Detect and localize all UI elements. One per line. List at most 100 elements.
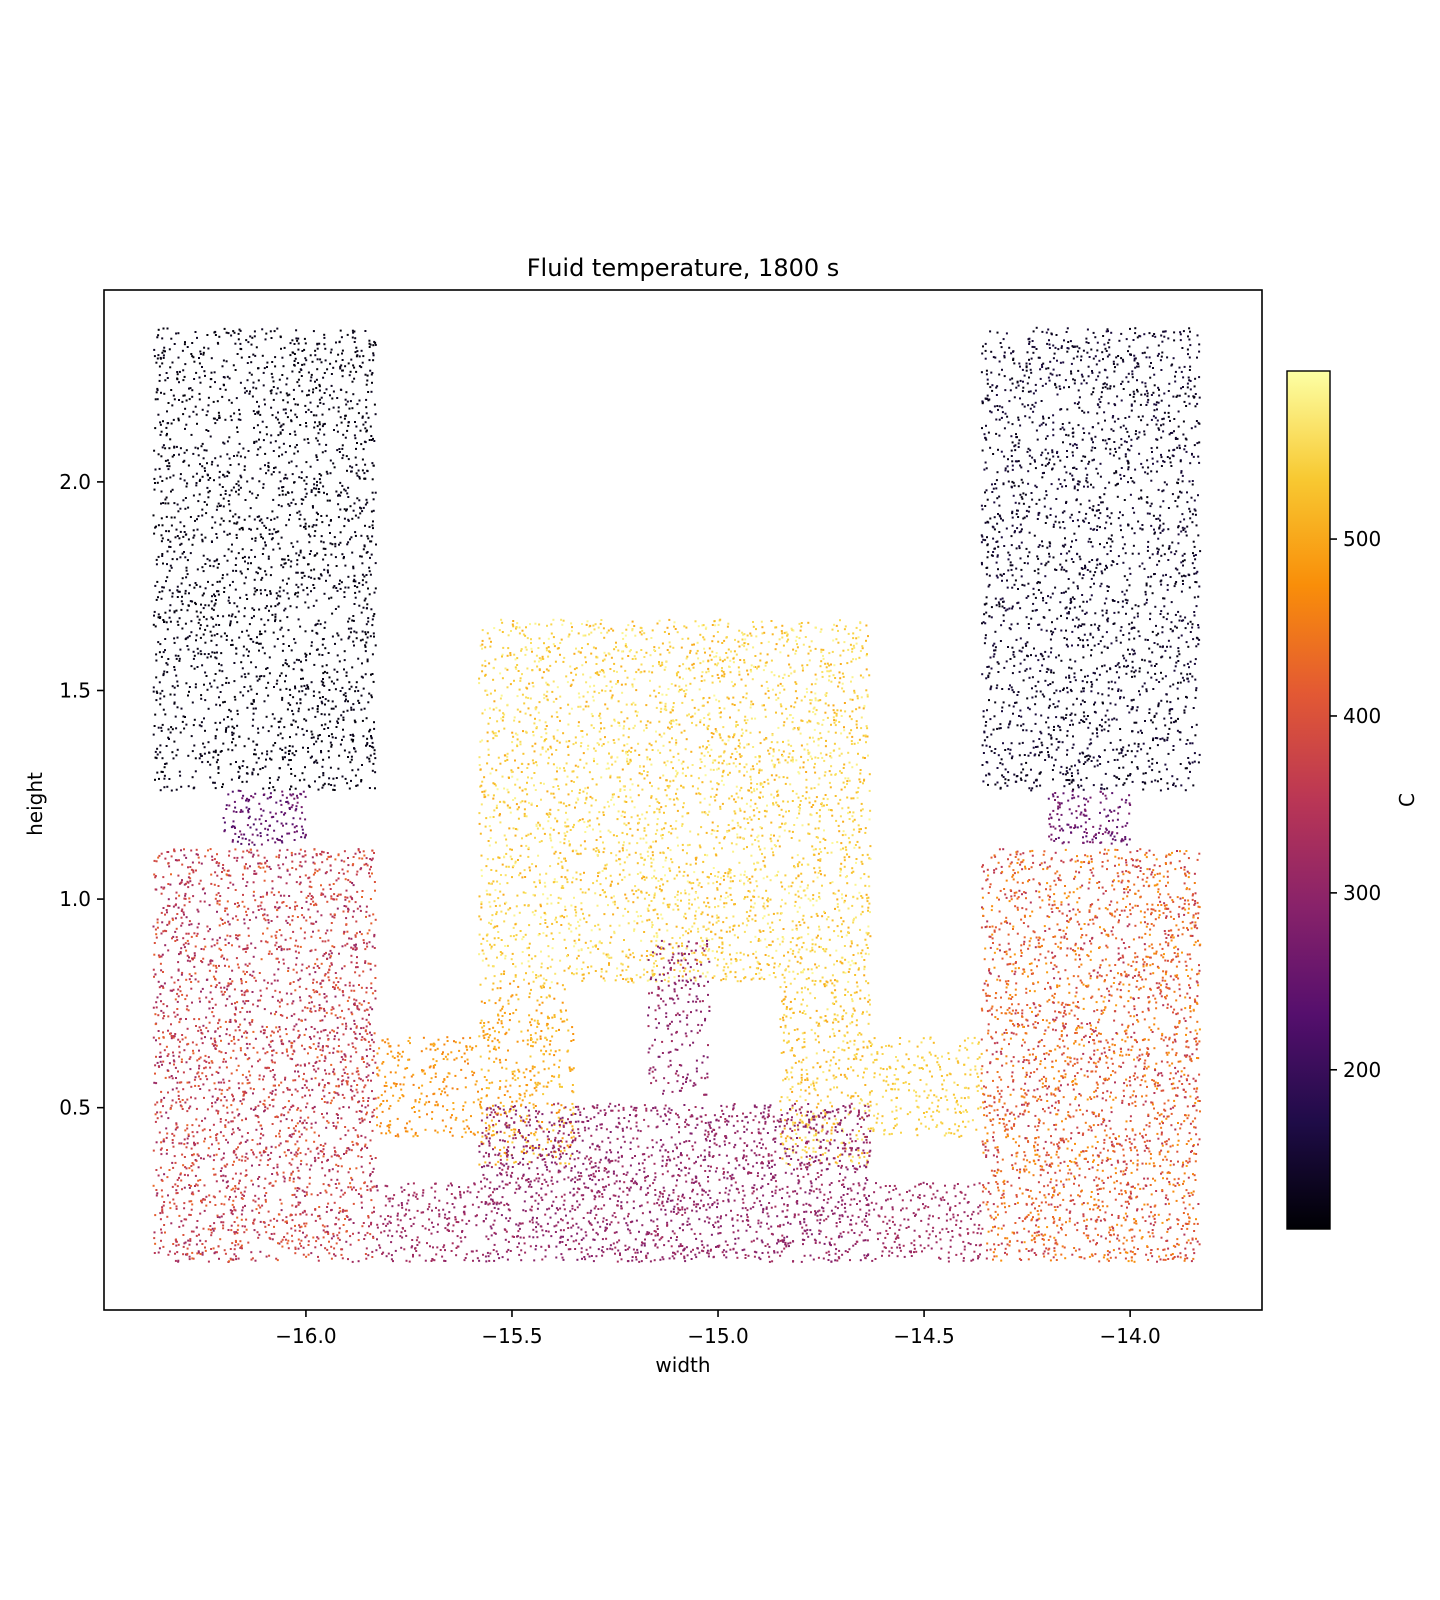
data-point: [198, 997, 201, 1000]
data-point: [369, 1174, 371, 1177]
data-point: [285, 919, 288, 922]
data-point: [237, 836, 240, 838]
data-point: [192, 1153, 195, 1156]
data-point: [234, 744, 237, 747]
data-point: [303, 1072, 305, 1075]
data-point: [321, 1113, 323, 1115]
data-point: [226, 1106, 229, 1109]
data-point: [229, 620, 232, 623]
data-point: [222, 615, 225, 618]
data-point: [223, 554, 226, 557]
data-point: [350, 1096, 353, 1099]
data-point: [298, 1224, 301, 1227]
data-point: [363, 1238, 366, 1240]
data-point: [266, 859, 268, 862]
data-point: [249, 390, 251, 393]
data-point: [187, 886, 190, 889]
data-point: [300, 685, 303, 688]
data-point: [327, 971, 330, 974]
data-point: [240, 1245, 243, 1248]
data-point: [202, 615, 205, 618]
data-point: [184, 998, 187, 1001]
data-point: [243, 615, 246, 618]
data-point: [365, 498, 368, 501]
data-point: [315, 387, 318, 389]
data-point: [202, 592, 205, 595]
data-point: [331, 612, 334, 615]
data-point: [301, 963, 304, 966]
data-point: [251, 771, 254, 774]
data-point: [267, 555, 270, 558]
data-point: [296, 1189, 299, 1192]
data-point: [260, 618, 263, 621]
data-point: [174, 1252, 176, 1255]
data-point: [318, 1009, 321, 1012]
data-point: [362, 448, 365, 451]
data-point: [329, 394, 331, 397]
data-point: [295, 416, 298, 419]
data-point: [284, 1106, 287, 1108]
data-point: [295, 750, 298, 753]
data-point: [272, 631, 275, 634]
data-point: [369, 1031, 371, 1034]
data-point: [275, 392, 278, 395]
data-point: [332, 366, 335, 369]
data-point: [253, 1218, 256, 1221]
data-point: [278, 1026, 281, 1028]
data-point: [266, 833, 269, 836]
data-point: [318, 1082, 321, 1085]
data-point: [179, 1100, 182, 1103]
data-point: [241, 1135, 244, 1138]
data-point: [371, 618, 374, 621]
data-point: [308, 995, 311, 998]
data-point: [165, 745, 168, 747]
data-point: [238, 1128, 241, 1131]
data-point: [339, 1061, 342, 1064]
data-point: [294, 1229, 297, 1232]
data-point: [370, 865, 372, 868]
data-point: [180, 600, 183, 603]
data-point: [235, 533, 238, 536]
data-point: [162, 930, 165, 933]
data-point: [344, 1055, 347, 1058]
data-point: [295, 571, 298, 574]
data-point: [158, 1037, 161, 1040]
data-point: [357, 848, 360, 851]
data-point: [333, 466, 336, 469]
data-point: [213, 883, 216, 886]
data-point: [224, 944, 227, 946]
data-point: [155, 1082, 158, 1085]
data-point: [186, 645, 189, 647]
data-point: [317, 1259, 320, 1262]
data-point: [343, 1153, 345, 1155]
data-point: [314, 1219, 317, 1222]
data-point: [300, 1133, 303, 1136]
data-point: [335, 1242, 338, 1245]
data-point: [222, 1060, 225, 1063]
data-point: [282, 958, 285, 961]
data-point: [266, 366, 268, 368]
data-point: [203, 1128, 206, 1131]
data-point: [229, 509, 232, 512]
data-point: [243, 948, 246, 950]
data-point: [217, 590, 220, 593]
data-point: [269, 1045, 272, 1048]
data-point: [361, 562, 364, 565]
data-point: [229, 978, 232, 980]
data-point: [214, 1101, 217, 1104]
data-point: [243, 918, 246, 921]
data-point: [239, 342, 242, 345]
data-point: [343, 1071, 346, 1074]
data-point: [286, 708, 289, 711]
data-point: [193, 378, 196, 380]
data-point: [250, 638, 253, 641]
data-point: [176, 1126, 179, 1129]
data-point: [217, 767, 220, 770]
data-point: [354, 934, 357, 937]
data-point: [154, 1113, 157, 1116]
data-point: [160, 932, 163, 935]
data-point: [238, 408, 241, 411]
data-point: [267, 619, 270, 622]
data-point: [300, 502, 303, 505]
data-point: [311, 1088, 314, 1091]
